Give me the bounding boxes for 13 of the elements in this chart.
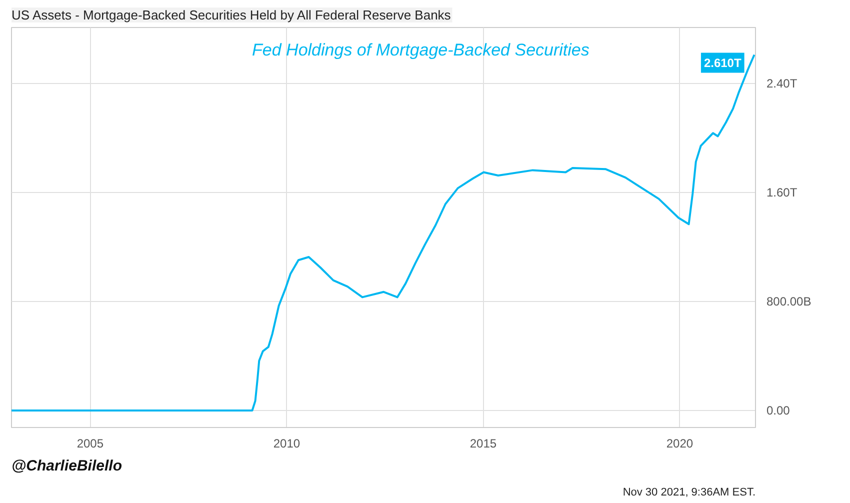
text: @CharlieBilello [12,458,122,474]
x-tick-label: 2010 [273,436,300,450]
chart-title: US Assets - Mortgage-Backed Securities Held by All Federal Reserve Banks [12,8,452,22]
y-tick-label: 800.00B [766,294,812,308]
y-tick-label: 2.40T [766,76,798,90]
x-tick-label: 2020 [666,436,694,450]
x-tick-label: 2005 [76,436,104,450]
y-tick-label: 1.60T [766,185,798,200]
text: Nov 30 2021, 9:36AM EST. [622,486,756,498]
data-label: 2.610T [704,56,742,70]
y-tick-label: 0.00 [766,403,790,418]
x-tick-label: 2015 [470,436,497,450]
text: Fed Holdings of Mortgage-Backed Securities [252,40,590,60]
